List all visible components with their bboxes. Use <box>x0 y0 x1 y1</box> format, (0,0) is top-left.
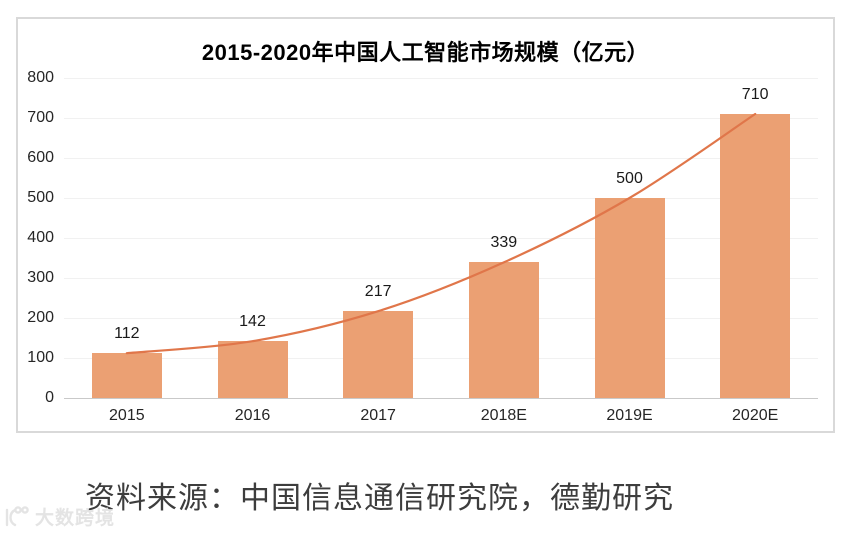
x-tick-label: 2020E <box>732 407 779 424</box>
bar-value-label: 217 <box>364 283 392 301</box>
gridline <box>64 318 818 319</box>
bar-value-label: 339 <box>490 234 518 252</box>
x-axis-tick-labels: 2015 2016 2017 2018E 2019E 2020E <box>64 407 818 427</box>
bar-value-label: 142 <box>239 313 266 331</box>
gridline <box>64 78 818 79</box>
gridline <box>64 278 818 279</box>
chart-card: 2015-2020年中国人工智能市场规模（亿元） 0 100 200 300 400 50… <box>16 17 835 433</box>
x-tick-label: 2016 <box>234 407 271 424</box>
bar-2015 <box>91 353 162 398</box>
chart-title: 2015-2020年中国人工智能市场规模（亿元） <box>201 40 650 65</box>
x-tick-label: 2018E <box>480 407 527 424</box>
y-tick-label: 500 <box>27 189 54 206</box>
bar-2017 <box>343 311 414 398</box>
gridline <box>64 358 818 359</box>
y-tick-label: 200 <box>27 309 54 326</box>
bar-value-label: 500 <box>616 170 643 187</box>
plot-area: 112 142 217 339 500 710 <box>64 78 818 399</box>
x-axis-line <box>64 398 818 399</box>
bar-2019E <box>594 198 665 398</box>
trend-line-path <box>125 112 757 355</box>
x-tick-label: 2017 <box>360 407 396 424</box>
x-tick-label: 2015 <box>109 407 145 424</box>
y-tick-label: 0 <box>45 389 54 406</box>
brand-logo-icon <box>5 505 29 526</box>
y-tick-label: 800 <box>27 69 54 86</box>
bar-2016 <box>217 341 288 398</box>
source-caption: 资料来源：中国信息通信研究院，德勤研究 <box>85 482 674 515</box>
gridline <box>64 238 818 239</box>
y-axis-tick-labels: 0 100 200 300 400 500 600 700 800 <box>18 69 54 406</box>
x-tick-label: 2019E <box>606 407 653 424</box>
y-tick-label: 100 <box>27 349 54 366</box>
y-tick-label: 400 <box>27 229 54 246</box>
gridline <box>64 118 818 119</box>
y-tick-label: 700 <box>27 109 54 126</box>
gridline <box>64 158 818 159</box>
bar-value-label: 710 <box>741 86 769 103</box>
bar-value-label: 112 <box>114 325 140 343</box>
gridline <box>64 198 818 199</box>
watermark-text: 大数跨境 <box>35 508 116 529</box>
trend-line <box>125 112 757 355</box>
bar-2020E <box>720 114 791 398</box>
y-tick-label: 300 <box>27 269 54 286</box>
y-tick-label: 600 <box>27 149 54 166</box>
watermark: 大数跨境 <box>2 503 115 530</box>
bar-2018E <box>468 262 539 398</box>
